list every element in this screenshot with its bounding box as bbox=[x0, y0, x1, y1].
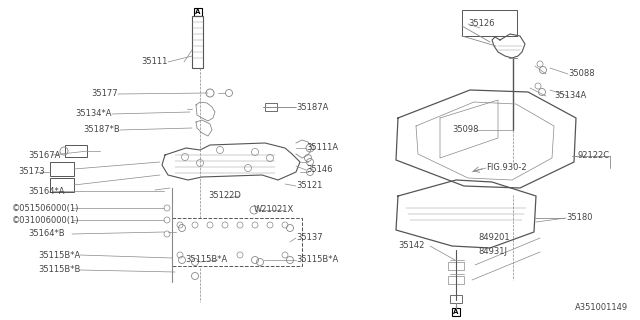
Bar bbox=[265, 103, 277, 111]
Bar bbox=[65, 145, 87, 157]
Text: 35121: 35121 bbox=[296, 181, 323, 190]
Text: FIG.930-2: FIG.930-2 bbox=[486, 164, 527, 172]
Text: 35088: 35088 bbox=[568, 69, 595, 78]
Bar bbox=[50, 178, 74, 192]
Text: 35177: 35177 bbox=[92, 90, 118, 99]
Text: 35164*A: 35164*A bbox=[28, 187, 65, 196]
Text: 35164*B: 35164*B bbox=[28, 229, 65, 238]
Text: 35098: 35098 bbox=[452, 125, 479, 134]
Bar bbox=[192, 16, 203, 68]
Text: 35137: 35137 bbox=[296, 234, 323, 243]
Text: 35126: 35126 bbox=[468, 20, 495, 28]
Text: A351001149: A351001149 bbox=[575, 303, 628, 312]
Bar bbox=[462, 10, 517, 36]
Text: 35115B*A: 35115B*A bbox=[296, 255, 339, 265]
Text: 35146: 35146 bbox=[306, 165, 333, 174]
Text: 92122C: 92122C bbox=[578, 151, 610, 161]
Text: 849201: 849201 bbox=[478, 234, 509, 243]
Text: ©031006000(1): ©031006000(1) bbox=[12, 215, 79, 225]
Bar bbox=[172, 218, 302, 266]
Bar bbox=[450, 295, 462, 303]
Text: 35115B*A: 35115B*A bbox=[185, 255, 227, 265]
Text: 35111: 35111 bbox=[141, 58, 168, 67]
Text: 35180: 35180 bbox=[566, 213, 593, 222]
Bar bbox=[194, 8, 202, 16]
Bar bbox=[50, 162, 74, 176]
Bar bbox=[452, 308, 460, 316]
Text: 35134A: 35134A bbox=[554, 92, 586, 100]
Bar bbox=[448, 262, 464, 270]
Text: A: A bbox=[195, 9, 201, 15]
Text: 35187A: 35187A bbox=[296, 102, 328, 111]
Text: W21021X: W21021X bbox=[254, 205, 294, 214]
Text: 35134*A: 35134*A bbox=[76, 109, 112, 118]
Text: 84931J: 84931J bbox=[478, 247, 507, 257]
Text: ©051506000(1): ©051506000(1) bbox=[12, 204, 79, 212]
Text: 35187*B: 35187*B bbox=[83, 125, 120, 134]
Bar bbox=[448, 276, 464, 284]
Text: 35173: 35173 bbox=[18, 167, 45, 177]
Text: 35115B*B: 35115B*B bbox=[38, 266, 81, 275]
Text: 35122D: 35122D bbox=[208, 191, 241, 201]
Text: 35142: 35142 bbox=[398, 242, 424, 251]
Text: 35167A: 35167A bbox=[28, 150, 60, 159]
Text: 35115B*A: 35115B*A bbox=[38, 251, 80, 260]
Text: 35111A: 35111A bbox=[306, 143, 338, 153]
Text: A: A bbox=[453, 309, 459, 315]
